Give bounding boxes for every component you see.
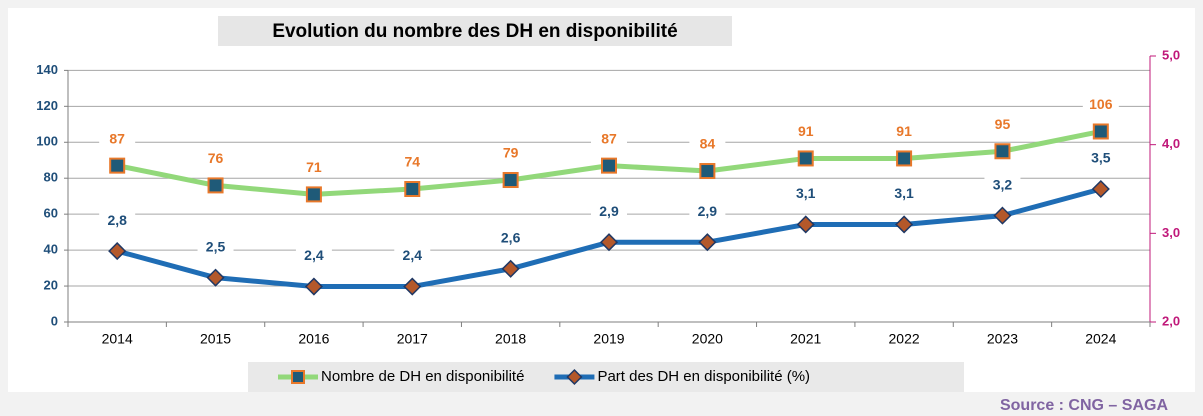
data-label: 2,9 [698, 203, 718, 219]
x-tick-label: 2015 [200, 331, 231, 347]
label-background [99, 130, 136, 149]
label-background [787, 123, 824, 142]
data-label: 79 [503, 145, 519, 161]
data-point [599, 233, 619, 252]
label-background [197, 150, 234, 169]
x-tick-label: 2021 [790, 331, 821, 347]
label-background [197, 238, 234, 257]
label-background [984, 116, 1021, 135]
data-point [993, 206, 1012, 225]
data-label: 2,6 [501, 230, 521, 246]
data-label: 2,9 [599, 203, 619, 219]
data-point [699, 163, 716, 180]
data-point [403, 277, 422, 296]
y2-tick-label: 4,0 [1162, 136, 1180, 151]
label-background [787, 185, 824, 204]
y-tick-label: 140 [36, 62, 58, 77]
legend-label: Part des DH en disponibilité (%) [597, 368, 810, 385]
legend-label: Nombre de DH en disponibilité [321, 368, 524, 385]
title-background [218, 16, 732, 46]
chart-panel [8, 8, 1195, 392]
data-point [601, 157, 617, 174]
data-label: 74 [404, 154, 420, 170]
data-point [109, 157, 126, 174]
label-background [689, 203, 726, 222]
chart-title: Evolution du nombre des DH en disponibil… [272, 21, 677, 42]
data-point [206, 268, 225, 287]
data-label: 2,8 [107, 212, 127, 228]
label-background [394, 154, 431, 172]
data-label: 3,2 [993, 176, 1013, 192]
y-tick-label: 40 [44, 242, 58, 257]
label-background [591, 203, 627, 222]
x-tick-label: 2024 [1085, 331, 1116, 347]
data-label: 71 [306, 159, 322, 175]
data-point [304, 277, 323, 296]
data-point [404, 181, 421, 197]
data-label: 91 [896, 123, 912, 139]
x-tick-label: 2018 [495, 331, 526, 347]
x-tick-label: 2017 [397, 331, 428, 347]
legend-background [248, 362, 964, 392]
data-point [698, 233, 717, 252]
x-tick-label: 2023 [987, 331, 1018, 347]
data-point [207, 177, 224, 194]
label-background [1082, 96, 1119, 115]
data-point [796, 215, 815, 234]
y2-tick-label: 3,0 [1162, 225, 1180, 240]
legend-marker [566, 368, 583, 386]
data-point [895, 215, 914, 234]
data-point [896, 150, 913, 167]
label-background [295, 247, 332, 266]
data-label: 3,5 [1091, 150, 1111, 166]
label-background [295, 159, 332, 178]
source-note: Source : CNG – SAGA [1000, 397, 1168, 414]
y2-tick-label: 2,0 [1162, 313, 1180, 328]
data-label: 2,4 [403, 247, 423, 263]
data-point [797, 150, 814, 167]
x-tick-label: 2014 [102, 331, 133, 347]
data-point [108, 242, 127, 261]
label-background [394, 247, 431, 266]
y-tick-label: 60 [44, 206, 58, 221]
label-background [591, 130, 627, 149]
label-background [492, 145, 529, 164]
data-label: 87 [109, 130, 125, 146]
data-label: 91 [798, 123, 814, 139]
data-label: 106 [1089, 96, 1113, 112]
y-tick-label: 80 [44, 170, 58, 185]
label-background [886, 185, 923, 204]
data-label: 3,1 [796, 185, 816, 201]
y-tick-label: 120 [36, 98, 58, 113]
legend-marker [291, 370, 305, 384]
data-point [1091, 179, 1110, 199]
label-background [689, 136, 726, 155]
label-background [492, 229, 529, 248]
data-label: 95 [995, 116, 1011, 132]
data-label: 2,5 [206, 238, 226, 254]
label-background [984, 176, 1021, 195]
data-point [994, 143, 1011, 160]
label-background [99, 212, 136, 231]
x-tick-label: 2016 [298, 331, 329, 347]
y-tick-label: 100 [36, 134, 58, 149]
x-tick-label: 2022 [889, 331, 920, 347]
x-tick-label: 2019 [593, 331, 624, 347]
data-point [502, 172, 519, 189]
x-tick-label: 2020 [692, 331, 723, 347]
y2-tick-label: 5,0 [1162, 47, 1180, 62]
label-background [1082, 150, 1119, 168]
data-label: 87 [601, 130, 617, 146]
label-background [886, 123, 923, 142]
data-label: 76 [208, 150, 224, 166]
data-point [1092, 123, 1109, 140]
data-label: 2,4 [304, 247, 324, 263]
data-label: 84 [700, 136, 716, 152]
y-tick-label: 0 [51, 313, 58, 328]
data-label: 3,1 [894, 185, 914, 201]
data-point [305, 186, 322, 203]
y-tick-label: 20 [44, 277, 58, 292]
data-point [501, 259, 520, 278]
